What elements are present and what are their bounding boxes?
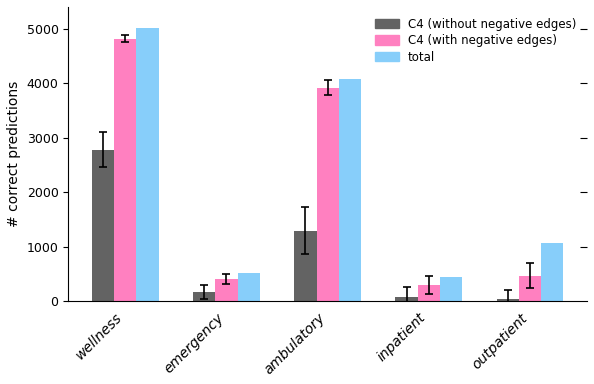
Bar bbox=[238, 273, 260, 301]
Bar bbox=[193, 292, 215, 301]
Bar bbox=[294, 231, 317, 301]
Legend: C4 (without negative edges), C4 (with negative edges), total: C4 (without negative edges), C4 (with ne… bbox=[370, 13, 581, 68]
Bar bbox=[215, 279, 238, 301]
Y-axis label: # correct predictions: # correct predictions bbox=[7, 81, 21, 227]
Bar bbox=[317, 88, 339, 301]
Bar bbox=[440, 277, 462, 301]
Bar bbox=[339, 79, 361, 301]
Bar bbox=[114, 38, 137, 301]
Bar bbox=[497, 299, 519, 301]
Bar bbox=[92, 150, 114, 301]
Bar bbox=[396, 296, 418, 301]
Bar bbox=[541, 243, 564, 301]
Bar bbox=[418, 285, 440, 301]
Bar bbox=[519, 276, 541, 301]
Bar bbox=[137, 28, 159, 301]
